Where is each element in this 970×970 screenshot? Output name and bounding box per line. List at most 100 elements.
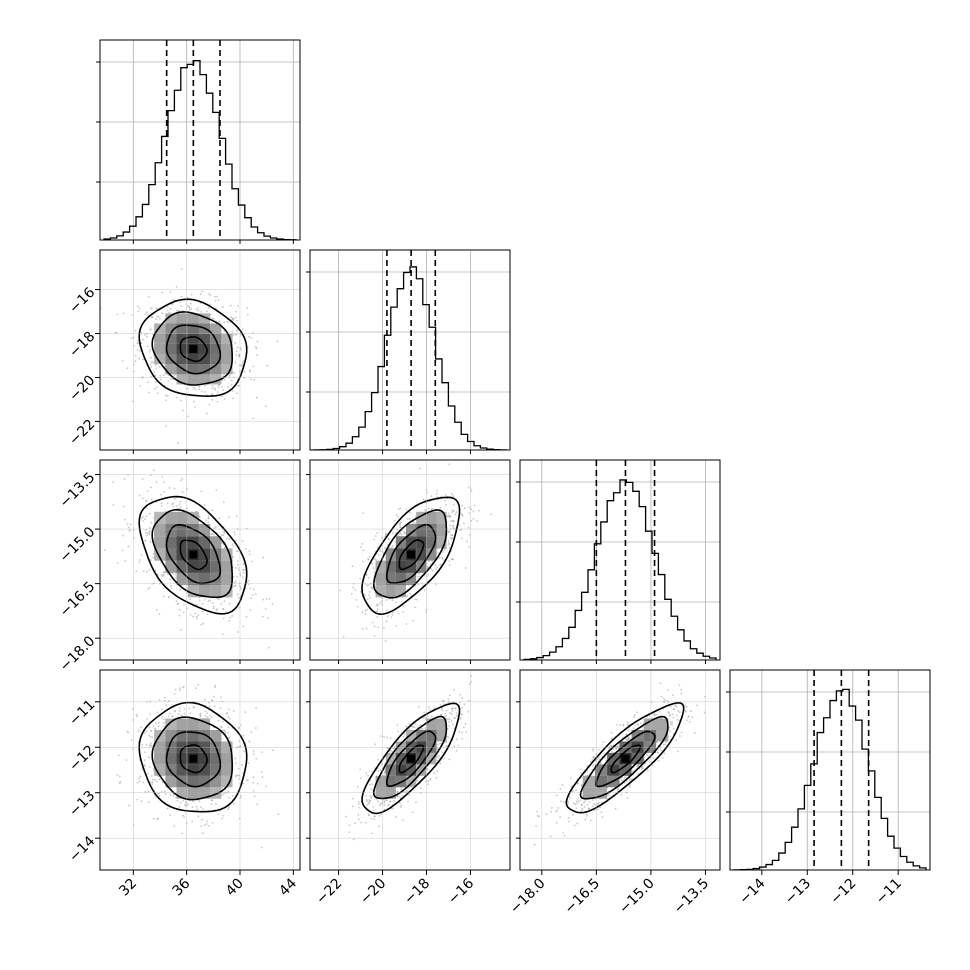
- scatter-point: [135, 713, 138, 716]
- scatter-point: [238, 774, 241, 777]
- scatter-point: [448, 463, 451, 466]
- scatter-point: [241, 362, 244, 365]
- scatter-point: [250, 337, 253, 339]
- scatter-point: [229, 616, 232, 619]
- scatter-point: [124, 560, 127, 562]
- scatter-point: [186, 305, 189, 307]
- scatter-point: [154, 795, 157, 798]
- density-cell: [416, 511, 427, 524]
- scatter-point: [188, 707, 191, 710]
- scatter-point: [145, 730, 148, 733]
- scatter-point: [204, 714, 207, 717]
- scatter-point: [448, 542, 450, 544]
- scatter-point: [214, 526, 217, 529]
- scatter-point: [218, 598, 221, 601]
- scatter-point: [235, 350, 238, 353]
- scatter-point: [112, 504, 115, 506]
- scatter-point: [146, 532, 149, 535]
- scatter-point: [198, 599, 201, 602]
- scatter-point: [150, 559, 152, 562]
- scatter-point: [255, 758, 258, 760]
- scatter-point: [210, 716, 213, 719]
- scatter-point: [176, 396, 178, 399]
- scatter-point: [168, 578, 171, 581]
- scatter-point: [384, 771, 386, 773]
- scatter-point: [232, 556, 235, 558]
- scatter-point: [168, 486, 171, 489]
- density-cell: [375, 560, 386, 573]
- hist-frame-3: [729, 669, 931, 871]
- scatter-point: [402, 611, 404, 613]
- scatter-point: [247, 779, 249, 781]
- scatter-point: [252, 417, 255, 420]
- density-cell: [375, 775, 386, 788]
- density-cell: [154, 323, 166, 334]
- hist-frame-2: [519, 459, 721, 661]
- scatter-point: [200, 311, 203, 313]
- scatter-point: [427, 783, 430, 786]
- scatter-point: [234, 762, 237, 764]
- scatter-point: [232, 710, 235, 713]
- scatter-point: [424, 508, 427, 511]
- scatter-point: [200, 825, 203, 828]
- contour-line: [179, 539, 208, 571]
- scatter-point: [252, 594, 255, 596]
- scatter-point: [383, 547, 386, 550]
- scatter-point: [669, 730, 672, 733]
- scatter-point: [376, 607, 379, 610]
- scatter-point: [461, 713, 464, 716]
- scatter-point: [125, 759, 128, 762]
- scatter-point: [152, 778, 154, 781]
- scatter-point: [461, 514, 464, 517]
- density-cell: [436, 511, 447, 524]
- scatter-point: [594, 803, 596, 806]
- scatter-point: [441, 551, 444, 553]
- density-cell: [210, 752, 222, 765]
- scatter-point: [437, 757, 440, 760]
- scatter-point: [200, 290, 203, 293]
- scatter-point: [207, 514, 210, 517]
- scatter-point: [419, 467, 421, 470]
- hist-step-3: [733, 688, 927, 871]
- scatter-point: [138, 494, 141, 497]
- scatter-point: [378, 814, 381, 817]
- scatter-point: [123, 518, 126, 521]
- scatter-point: [601, 816, 604, 818]
- scatter-point: [184, 803, 186, 806]
- scatter-point: [206, 820, 208, 823]
- scatter-point: [441, 751, 443, 754]
- panel-frame: [99, 669, 301, 871]
- scatter-point: [183, 685, 185, 688]
- scatter-point: [399, 507, 402, 510]
- density-cell: [176, 718, 188, 730]
- scatter-point: [140, 726, 142, 729]
- scatter-point: [684, 704, 687, 707]
- scatter-point: [368, 794, 371, 797]
- scatter-point: [179, 479, 182, 482]
- density-cell: [187, 313, 199, 324]
- scatter-point: [195, 603, 198, 606]
- scatter-point: [147, 296, 150, 298]
- scatter-point: [405, 508, 408, 511]
- density-cell: [187, 775, 199, 788]
- density-cell: [436, 536, 447, 549]
- scatter-point: [367, 774, 369, 777]
- scatter-point: [208, 303, 211, 306]
- scatter-point: [348, 831, 351, 834]
- scatter-point: [160, 378, 162, 381]
- scatter-point: [207, 517, 210, 519]
- scatter-point: [213, 295, 216, 298]
- scatter-point: [394, 540, 396, 543]
- density-cell: [187, 333, 199, 344]
- scatter-point: [243, 370, 246, 373]
- scatter-point: [375, 604, 378, 607]
- scatter-point: [242, 563, 245, 565]
- scatter-point: [379, 802, 382, 805]
- scatter-point: [394, 815, 397, 818]
- scatter-point: [164, 425, 167, 428]
- scatter-point: [183, 712, 186, 715]
- scatter-point: [197, 683, 200, 686]
- scatter-point: [448, 516, 451, 519]
- scatter-point: [374, 535, 377, 537]
- scatter-point: [242, 750, 245, 753]
